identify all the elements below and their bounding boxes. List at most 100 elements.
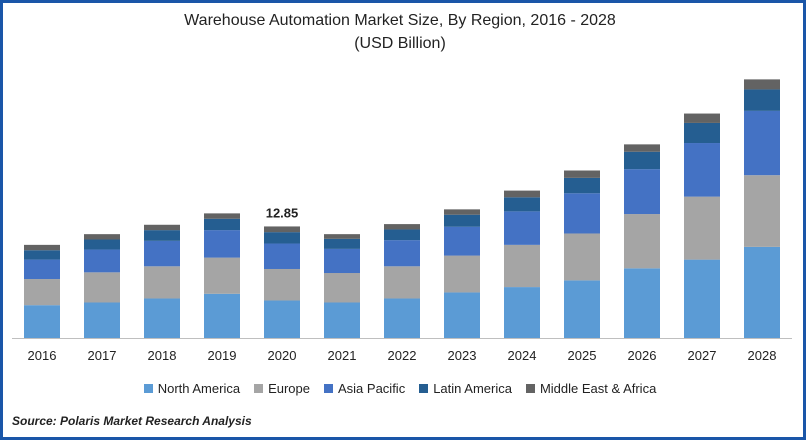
bar-2028-asia-pacific xyxy=(744,110,780,176)
x-tick-label: 2023 xyxy=(448,348,477,363)
legend-label: Latin America xyxy=(433,381,512,396)
x-tick-label: 2016 xyxy=(28,348,57,363)
bar-2028-middle-east-africa xyxy=(744,79,780,90)
bar-2027-north-america xyxy=(684,259,720,338)
bar-2024-middle-east-africa xyxy=(504,190,540,198)
bar-2016-middle-east-africa xyxy=(24,244,60,251)
bar-2025-north-america xyxy=(564,280,600,338)
bar-2022-latin-america xyxy=(384,229,420,241)
chart-title: Warehouse Automation Market Size, By Reg… xyxy=(184,12,616,29)
x-tick-label: 2021 xyxy=(328,348,357,363)
bar-2017-latin-america xyxy=(84,239,120,250)
bar-2028-latin-america xyxy=(744,89,780,111)
bar-2017-middle-east-africa xyxy=(84,234,120,240)
bar-2025-europe xyxy=(564,233,600,281)
bar-2020-europe xyxy=(264,268,300,301)
bar-2023-europe xyxy=(444,255,480,293)
legend-swatch xyxy=(254,384,264,393)
chart-legend: North America Europe Asia Pacific Latin Ame… xyxy=(0,381,800,396)
bar-2019-europe xyxy=(204,257,240,294)
bar-2019-middle-east-africa xyxy=(204,213,240,219)
bar-2028-europe xyxy=(744,175,780,247)
bar-2023-middle-east-africa xyxy=(444,209,480,215)
x-tick-label: 2024 xyxy=(508,348,537,363)
bar-2026-europe xyxy=(624,214,660,269)
bar-2018-north-america xyxy=(144,298,180,338)
bar-2021-asia-pacific xyxy=(324,248,360,274)
legend-swatch xyxy=(324,384,333,393)
bar-2022-europe xyxy=(384,266,420,299)
bar-2027-europe xyxy=(684,196,720,260)
legend-item-asia-pacific: Asia Pacific xyxy=(324,381,405,396)
legend-swatch xyxy=(525,384,535,393)
legend-label: Asia Pacific xyxy=(338,381,406,396)
legend-swatch xyxy=(143,384,153,393)
bar-2016-asia-pacific xyxy=(24,259,60,280)
bar-2025-middle-east-africa xyxy=(564,170,600,178)
bar-2028-north-america xyxy=(744,246,780,338)
bar-2026-middle-east-africa xyxy=(624,144,660,152)
bar-2020-asia-pacific xyxy=(264,243,300,269)
bar-2022-middle-east-africa xyxy=(384,224,420,230)
bar-2024-asia-pacific xyxy=(504,211,540,245)
bar-2026-latin-america xyxy=(624,151,660,170)
bar-2027-asia-pacific xyxy=(684,143,720,197)
bar-2019-latin-america xyxy=(204,218,240,231)
bar-2025-asia-pacific xyxy=(564,193,600,234)
legend-item-middle-east-africa: Middle East & Africa xyxy=(525,381,657,396)
legend-item-north-america: North America xyxy=(143,381,241,396)
x-tick-label: 2028 xyxy=(748,348,777,363)
chart-subtitle: (USD Billion) xyxy=(354,35,446,52)
bar-2023-latin-america xyxy=(444,214,480,227)
legend-item-latin-america: Latin America xyxy=(419,381,512,396)
bar-2020-latin-america xyxy=(264,232,300,244)
x-tick-label: 2025 xyxy=(568,348,597,363)
legend-label: North America xyxy=(157,381,241,396)
x-tick-label: 2027 xyxy=(688,348,717,363)
bar-2022-asia-pacific xyxy=(384,240,420,267)
bar-2018-asia-pacific xyxy=(144,240,180,267)
legend-item-europe: Europe xyxy=(254,381,310,396)
bar-2020-north-america xyxy=(264,300,300,338)
bar-2021-middle-east-africa xyxy=(324,234,360,239)
bar-2024-latin-america xyxy=(504,197,540,212)
x-tick-label: 2019 xyxy=(208,348,237,363)
bar-2026-asia-pacific xyxy=(624,169,660,215)
bar-2018-middle-east-africa xyxy=(144,224,180,231)
bar-2017-asia-pacific xyxy=(84,249,120,273)
legend-label: Middle East & Africa xyxy=(539,381,657,396)
bar-2027-latin-america xyxy=(684,122,720,144)
bar-2027-middle-east-africa xyxy=(684,113,720,123)
bar-2017-north-america xyxy=(84,302,120,338)
bar-2024-north-america xyxy=(504,287,540,338)
legend-label: Europe xyxy=(268,381,310,396)
bar-2024-europe xyxy=(504,244,540,288)
bar-2016-europe xyxy=(24,279,60,306)
bar-2018-europe xyxy=(144,266,180,299)
bar-2025-latin-america xyxy=(564,177,600,194)
bar-2018-latin-america xyxy=(144,230,180,241)
data-label-2020: 12.85 xyxy=(266,205,299,220)
bar-2022-north-america xyxy=(384,298,420,338)
bar-2021-latin-america xyxy=(324,238,360,249)
legend-swatch xyxy=(419,384,429,393)
bar-2016-north-america xyxy=(24,305,60,338)
bar-2019-north-america xyxy=(204,293,240,338)
x-tick-label: 2022 xyxy=(388,348,417,363)
bar-2020-middle-east-africa xyxy=(264,226,300,233)
bar-2021-north-america xyxy=(324,302,360,338)
source-note: Source: Polaris Market Research Analysis xyxy=(12,414,252,428)
bar-2026-north-america xyxy=(624,268,660,338)
bar-2017-europe xyxy=(84,272,120,303)
x-tick-label: 2026 xyxy=(628,348,657,363)
x-tick-label: 2018 xyxy=(148,348,177,363)
x-tick-label: 2020 xyxy=(268,348,297,363)
bar-2021-europe xyxy=(324,273,360,303)
bar-2023-asia-pacific xyxy=(444,226,480,256)
bar-2023-north-america xyxy=(444,292,480,338)
bar-2016-latin-america xyxy=(24,250,60,260)
x-tick-label: 2017 xyxy=(88,348,117,363)
bar-2019-asia-pacific xyxy=(204,230,240,258)
